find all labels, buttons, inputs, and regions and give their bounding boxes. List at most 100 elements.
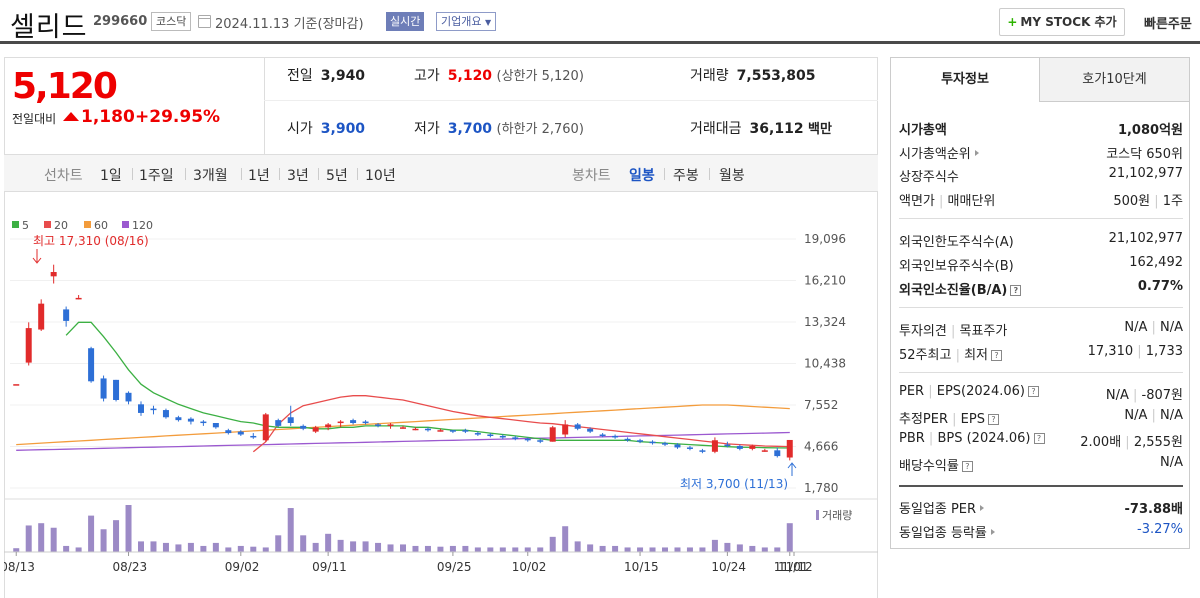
- low-price: 저가 3,700 (하한가 2,760): [414, 121, 584, 137]
- volume-bar: [162, 542, 169, 552]
- y-tick-label: 1,780: [804, 481, 838, 495]
- candle-body: [562, 424, 569, 435]
- volume-bar: [612, 545, 619, 552]
- info-row: 추정PER | EPS? N/A | N/A: [899, 408, 1183, 427]
- volume-legend-label: 거래량: [822, 509, 852, 522]
- sector-change-row[interactable]: 동일업종 등락률 -3.27%: [899, 522, 1183, 541]
- candle-weekly[interactable]: 주봉: [673, 168, 699, 184]
- help-icon[interactable]: ?: [1033, 433, 1045, 444]
- candle-body: [587, 428, 594, 432]
- candle-body: [637, 440, 644, 442]
- candle-body: [649, 441, 656, 444]
- candle-monthly[interactable]: 월봉: [719, 168, 745, 184]
- y-tick-label: 19,096: [804, 232, 846, 246]
- x-tick-label: 11/12: [778, 560, 813, 574]
- info-row: 투자의견 | 목표주가 N/A | N/A: [899, 320, 1183, 339]
- my-stock-add-button[interactable]: + MY STOCK 추가: [999, 8, 1125, 36]
- candle-body: [250, 435, 257, 438]
- candle-body: [262, 414, 269, 441]
- open-price: 시가 3,900: [287, 121, 366, 137]
- volume-bar: [686, 547, 693, 552]
- period-5y[interactable]: 5년: [326, 168, 348, 184]
- company-overview-button[interactable]: 기업개요 ▼: [436, 12, 497, 31]
- candle-body: [312, 427, 319, 432]
- volume-bar: [412, 545, 419, 552]
- volume-bar: [88, 515, 95, 552]
- volume-bar: [749, 545, 756, 552]
- volume-bar: [662, 547, 668, 552]
- x-tick-label: 08/13: [4, 560, 35, 574]
- period-1y[interactable]: 1년: [248, 168, 270, 184]
- candle-body: [88, 348, 95, 382]
- candle-body: [424, 428, 431, 431]
- volume-bar: [63, 545, 70, 552]
- candle-body: [449, 430, 456, 432]
- volume-bar: [437, 546, 444, 552]
- candle-body: [761, 450, 768, 452]
- help-icon[interactable]: ?: [987, 414, 999, 425]
- y-tick-label: 7,552: [804, 398, 838, 412]
- period-1w[interactable]: 1주일: [139, 168, 174, 184]
- period-3m[interactable]: 3개월: [193, 168, 228, 184]
- realtime-button[interactable]: 실시간: [386, 12, 425, 31]
- volume-bar: [50, 527, 57, 552]
- up-arrow-icon: [63, 112, 79, 121]
- volume-bar: [225, 547, 232, 552]
- volume-bar: [350, 541, 357, 552]
- help-icon[interactable]: ?: [1027, 386, 1039, 397]
- y-tick-label: 10,438: [804, 357, 846, 371]
- period-3y[interactable]: 3년: [287, 168, 309, 184]
- candle-body: [537, 440, 544, 442]
- price-chart[interactable]: 19,096 16,210 13,324 10,438 7,552 4,666 1,780 5…: [4, 200, 878, 598]
- candle-body: [524, 438, 531, 441]
- candle-body: [599, 434, 606, 437]
- candle-body: [462, 430, 469, 432]
- info-row: 외국인보유주식수(B) 162,492: [899, 255, 1183, 274]
- prev-close: 전일 3,940: [287, 68, 366, 84]
- candle-body: [150, 408, 157, 411]
- volume-bar: [237, 545, 244, 552]
- x-tick-label: 10/24: [711, 560, 746, 574]
- quick-order-button[interactable]: 빠른주문: [1144, 17, 1192, 32]
- ma20-line: [252, 395, 790, 453]
- legend-swatch: [84, 221, 91, 228]
- candle-body: [774, 450, 781, 457]
- high-price: 고가 5,120 (상한가 5,120): [414, 68, 584, 84]
- help-icon[interactable]: ?: [991, 350, 1003, 361]
- tab-order-book[interactable]: 호가10단계: [1040, 58, 1189, 102]
- candle-body: [113, 379, 120, 400]
- arrow-right-icon: [974, 150, 979, 156]
- candle-body: [212, 423, 219, 428]
- price-change: 1,180: [63, 107, 135, 127]
- period-bar: 선차트 1일 1주일 3개월 1년 3년 5년 10년 봉차트 일봉 주봉 월봉: [4, 154, 878, 192]
- volume-bar: [38, 523, 45, 552]
- candle-body: [175, 417, 182, 421]
- candle-daily[interactable]: 일봉: [629, 168, 655, 184]
- volume-bar: [400, 544, 406, 552]
- volume-bar: [325, 533, 332, 552]
- info-row: PER | EPS(2024.06)? N/A | -807원: [899, 384, 1183, 403]
- volume-bar: [774, 547, 781, 552]
- period-1d[interactable]: 1일: [100, 168, 122, 184]
- trade-amount: 거래대금 36,112 백만: [690, 121, 832, 137]
- sector-per-row[interactable]: 동일업종 PER -73.88배: [899, 502, 1183, 517]
- info-panel: 투자정보 호가10단계 시가총액 1,080억원 시가총액순위 코스닥 650위 상…: [890, 57, 1190, 549]
- help-icon[interactable]: ?: [1010, 285, 1022, 296]
- volume-bar: [574, 541, 581, 552]
- tab-investment-info[interactable]: 투자정보: [891, 58, 1040, 102]
- candle-body: [574, 424, 581, 429]
- volume-bar: [387, 544, 394, 552]
- candle-body: [387, 424, 394, 426]
- volume-bar: [624, 547, 631, 552]
- volume-bar: [474, 547, 481, 552]
- volume-bar: [362, 541, 369, 552]
- period-10y[interactable]: 10년: [365, 168, 396, 184]
- candle-body: [711, 440, 718, 452]
- candle-body: [138, 404, 144, 413]
- volume-bar: [524, 547, 531, 552]
- x-tick-label: 10/02: [512, 560, 547, 574]
- volume-bar: [287, 508, 294, 552]
- help-icon[interactable]: ?: [961, 461, 973, 472]
- volume-bar: [75, 547, 82, 552]
- volume-bar: [212, 542, 219, 552]
